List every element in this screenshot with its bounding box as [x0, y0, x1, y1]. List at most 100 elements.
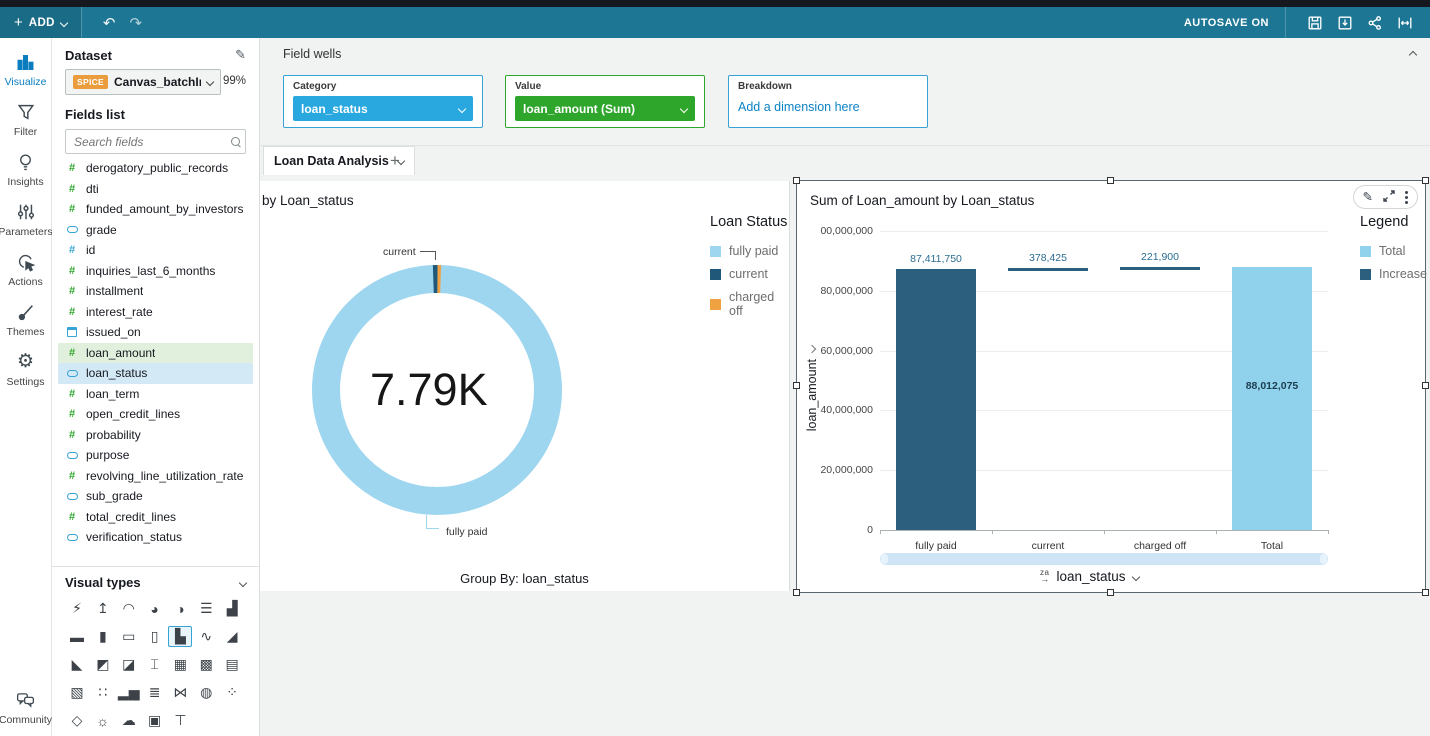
visual-type-geo-globe-icon[interactable]: ◍ — [200, 684, 213, 700]
visual-type-box-plot-icon[interactable]: ⌶ — [150, 656, 159, 672]
field-item-dti[interactable]: # dti — [58, 179, 253, 200]
add-dimension-link[interactable]: Add a dimension here — [738, 100, 860, 114]
resize-handle-s[interactable] — [1107, 589, 1114, 596]
visual-type-stacked-vertical-bar-icon[interactable]: ▯ — [150, 628, 159, 644]
visual-type-kpi-icon[interactable]: ↥ — [96, 600, 109, 616]
visual-type-stacked-horizontal-bar-icon[interactable]: ▬ — [70, 628, 84, 645]
expand-visual-icon[interactable] — [1383, 190, 1395, 205]
add-sheet-button[interactable]: + — [390, 151, 400, 170]
chart-horizontal-scrollbar[interactable] — [880, 553, 1328, 565]
waterfall-chart-visual[interactable]: Sum of Loan_amount by Loan_status ✎ Lege… — [793, 177, 1429, 596]
visual-type-horizontal-bar-icon[interactable]: ☰ — [200, 600, 213, 616]
visual-type-custom-visual-icon[interactable]: ▣ — [147, 712, 162, 728]
visual-type-geo-map-icon[interactable]: ⁘ — [226, 684, 238, 700]
field-item-revolving_line_utilization_rate[interactable]: # revolving_line_utilization_rate — [58, 466, 253, 487]
visual-type-combo-chart-icon[interactable]: ◩ — [96, 656, 110, 672]
visual-type-histogram-icon[interactable]: ▂▅ — [117, 684, 140, 700]
field-item-grade[interactable]: grade — [58, 220, 253, 241]
field-item-inquiries_last_6_months[interactable]: # inquiries_last_6_months — [58, 261, 253, 282]
edit-visual-icon[interactable]: ✎ — [1362, 189, 1373, 204]
visual-type-pivot-table-icon[interactable]: ▩ — [199, 656, 213, 672]
visual-type-auto-graph-icon[interactable]: ⚡ — [72, 600, 82, 616]
donut-chart-visual[interactable]: by Loan_status Loan Status fully paid curr… — [260, 181, 790, 591]
visual-type-text-box-icon[interactable]: ⊤ — [174, 712, 187, 728]
field-item-issued_on[interactable]: issued_on — [58, 322, 253, 343]
group-by-label[interactable]: Group By: loan_status — [460, 571, 589, 586]
waterfall-bar-fully-paid[interactable] — [896, 268, 976, 530]
legend-item-charged-off[interactable]: charged off — [710, 290, 789, 318]
rail-item-settings[interactable]: ⚙ Settings — [7, 351, 45, 389]
collapse-field-wells-icon[interactable] — [1408, 50, 1418, 60]
visual-menu-icon[interactable] — [1405, 190, 1408, 204]
visual-type-radar-chart-icon[interactable]: ◇ — [71, 712, 83, 728]
y-axis-title[interactable]: loan_amount — [805, 359, 819, 432]
field-item-funded_amount_by_investors[interactable]: # funded_amount_by_investors — [58, 199, 253, 220]
waterfall-bar-current[interactable] — [1008, 267, 1088, 271]
resize-handle-nw[interactable] — [793, 177, 800, 184]
waterfall-bar-charged-off[interactable] — [1120, 266, 1200, 270]
field-item-loan_amount[interactable]: # loan_amount — [58, 342, 253, 363]
field-item-probability[interactable]: # probability — [58, 425, 253, 446]
visual-type-stacked-combo-chart-icon[interactable]: ◪ — [122, 656, 136, 672]
resize-handle-ne[interactable] — [1422, 177, 1429, 184]
field-item-installment[interactable]: # installment — [58, 281, 253, 302]
legend-item-current[interactable]: current — [710, 267, 789, 281]
resize-handle-sw[interactable] — [793, 589, 800, 596]
legend-item-Increase[interactable]: Increase — [1360, 267, 1427, 281]
rail-item-filter[interactable]: Filter — [14, 101, 37, 138]
field-item-verification_status[interactable]: verification_status — [58, 527, 253, 548]
fit-width-icon[interactable] — [1397, 15, 1413, 31]
rail-item-visualize[interactable]: Visualize — [5, 51, 46, 88]
rail-item-actions[interactable]: Actions — [8, 251, 43, 288]
visual-type-area-chart-icon[interactable]: ◣ — [71, 656, 83, 672]
rail-item-community[interactable]: Community — [0, 689, 52, 726]
visual-type-scatter-plot-icon[interactable]: ∷ — [98, 684, 108, 700]
category-field-pill[interactable]: loan_status — [293, 96, 473, 121]
dataset-dropdown[interactable]: SPICE Canvas_batchIn... — [65, 69, 221, 95]
waterfall-bar-Total[interactable] — [1232, 266, 1312, 530]
visual-type-table-icon[interactable]: ▤ — [225, 656, 239, 672]
add-button[interactable]: + ADD — [0, 7, 81, 38]
donut-chart[interactable] — [307, 260, 567, 520]
save-icon[interactable] — [1307, 15, 1323, 31]
visual-type-waterfall-chart-icon[interactable]: ▙ — [168, 626, 193, 647]
resize-handle-se[interactable] — [1422, 589, 1429, 596]
visual-type-sankey-icon[interactable]: ⋈ — [173, 684, 188, 700]
rail-item-insights[interactable]: Insights — [7, 151, 44, 188]
visual-type-vertical-bar-icon[interactable]: ▟ — [226, 600, 238, 616]
field-item-purpose[interactable]: purpose — [58, 445, 253, 466]
legend-item-Total[interactable]: Total — [1360, 244, 1427, 258]
resize-handle-w[interactable] — [793, 382, 800, 389]
visual-type-pie-chart-icon[interactable]: ◑ — [176, 600, 185, 617]
visual-type-area-line-chart-icon[interactable]: ◢ — [226, 628, 238, 644]
visual-type-heat-map-icon[interactable]: ▦ — [173, 656, 188, 672]
value-field-pill[interactable]: loan_amount (Sum) — [515, 96, 695, 121]
field-item-interest_rate[interactable]: # interest_rate — [58, 302, 253, 323]
legend-item-fully-paid[interactable]: fully paid — [710, 244, 789, 258]
visual-type-stacked-horizontal-bar-100-icon[interactable]: ▭ — [122, 628, 136, 644]
share-icon[interactable] — [1367, 15, 1383, 31]
visual-type-grouped-vertical-bar-icon[interactable]: ▮ — [98, 628, 107, 644]
field-item-loan_term[interactable]: # loan_term — [58, 384, 253, 405]
resize-handle-n[interactable] — [1107, 177, 1114, 184]
undo-icon[interactable]: ↶ — [102, 14, 116, 32]
redo-icon[interactable]: ↷ — [129, 14, 143, 32]
visual-type-line-chart-icon[interactable]: ∿ — [200, 628, 213, 644]
resize-handle-e[interactable] — [1422, 382, 1429, 389]
x-axis-sort-control[interactable]: za → loan_status — [1040, 568, 1140, 584]
pencil-icon[interactable]: ✎ — [235, 47, 246, 62]
sheet-tab-active[interactable]: Loan Data Analysis — [263, 146, 415, 175]
visual-type-donut-chart-icon[interactable]: ◕ — [150, 600, 159, 617]
rail-item-themes[interactable]: Themes — [7, 301, 44, 338]
field-item-loan_status[interactable]: loan_status — [58, 363, 253, 384]
field-item-id[interactable]: # id — [58, 240, 253, 261]
search-fields-input[interactable] — [74, 134, 231, 149]
visual-type-gauge-icon[interactable]: ◠ — [122, 600, 135, 616]
field-item-derogatory_public_records[interactable]: # derogatory_public_records — [58, 158, 253, 179]
export-icon[interactable] — [1337, 15, 1353, 31]
visual-type-insights-visual-icon[interactable]: ☼ — [96, 712, 110, 729]
field-item-open_credit_lines[interactable]: # open_credit_lines — [58, 404, 253, 425]
field-item-sub_grade[interactable]: sub_grade — [58, 486, 253, 507]
visual-type-word-cloud-icon[interactable]: ☁ — [121, 712, 136, 728]
visual-type-funnel-chart-icon[interactable]: ≣ — [148, 684, 161, 700]
